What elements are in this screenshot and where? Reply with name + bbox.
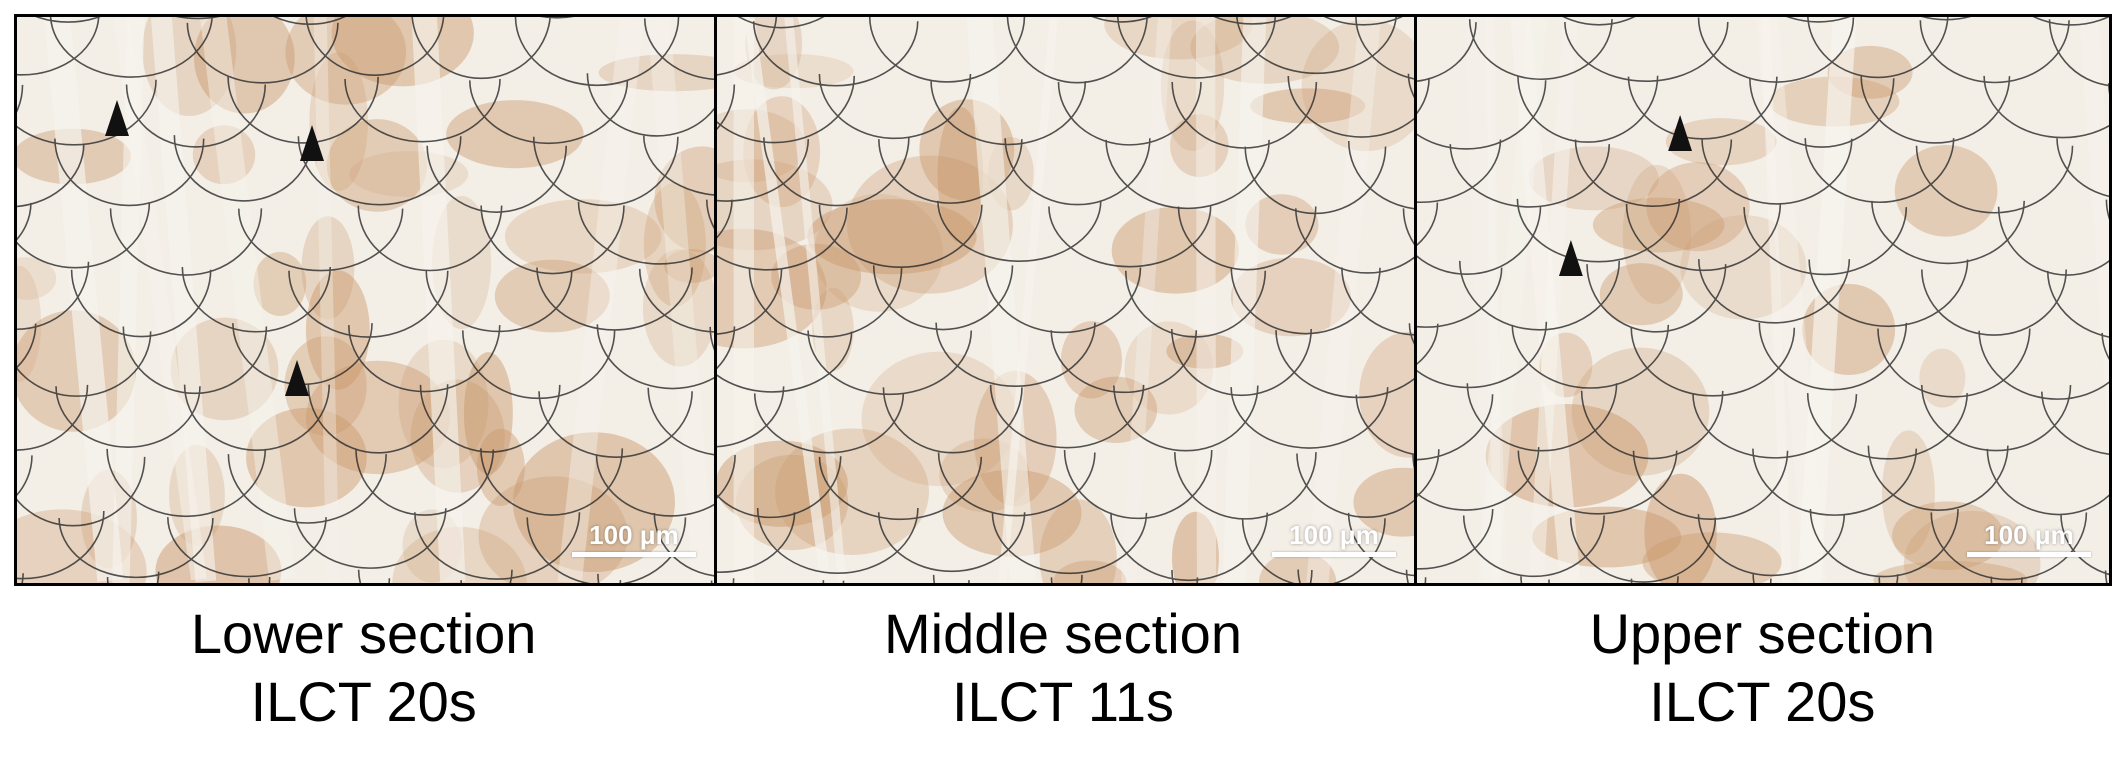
caption-row: Lower section ILCT 20s Middle section IL… [14, 600, 2112, 736]
melt-pool-boundaries [17, 17, 714, 583]
caption-lower: Lower section ILCT 20s [14, 600, 713, 736]
scale-bar-label: 100 μm [589, 520, 679, 550]
caption-middle: Middle section ILCT 11s [713, 600, 1412, 736]
caption-section: Middle section [884, 602, 1242, 665]
caption-section: Upper section [1589, 602, 1936, 665]
pores [105, 100, 324, 396]
pore [285, 360, 309, 396]
caption-section: Lower section [190, 602, 537, 665]
scale-bar-label: 100 μm [1984, 520, 2074, 550]
pore [105, 100, 129, 136]
scale-bar-label: 100 μm [1289, 520, 1379, 550]
caption-upper: Upper section ILCT 20s [1413, 600, 2112, 736]
micrograph-strip: 100 μm 100 μm 100 μm [14, 14, 2112, 586]
melt-pool-boundaries [717, 17, 1414, 583]
melt-pool-boundaries [1417, 17, 2109, 583]
micrograph-panel-upper: 100 μm [1417, 17, 2109, 583]
scale-bar: 100 μm [572, 520, 696, 557]
caption-ilct: ILCT 20s [1649, 670, 1876, 733]
caption-ilct: ILCT 11s [951, 670, 1174, 733]
micrograph-image-upper [1417, 17, 2109, 583]
micrograph-image-lower [17, 17, 714, 583]
scale-bar: 100 μm [1967, 520, 2091, 557]
light-streaks [1464, 17, 2109, 583]
caption-ilct: ILCT 20s [250, 670, 477, 733]
micrograph-image-middle [717, 17, 1414, 583]
scale-bar-line [1272, 552, 1396, 557]
pore [1558, 240, 1583, 276]
scale-bar-line [572, 552, 696, 557]
pore [300, 125, 324, 161]
scale-bar: 100 μm [1272, 520, 1396, 557]
scale-bar-line [1967, 552, 2091, 557]
pore [1668, 115, 1693, 151]
micrograph-panel-lower: 100 μm [17, 17, 714, 583]
micrograph-panel-middle: 100 μm [717, 17, 1414, 583]
pores [1558, 115, 1693, 276]
light-streaks [733, 17, 1381, 583]
